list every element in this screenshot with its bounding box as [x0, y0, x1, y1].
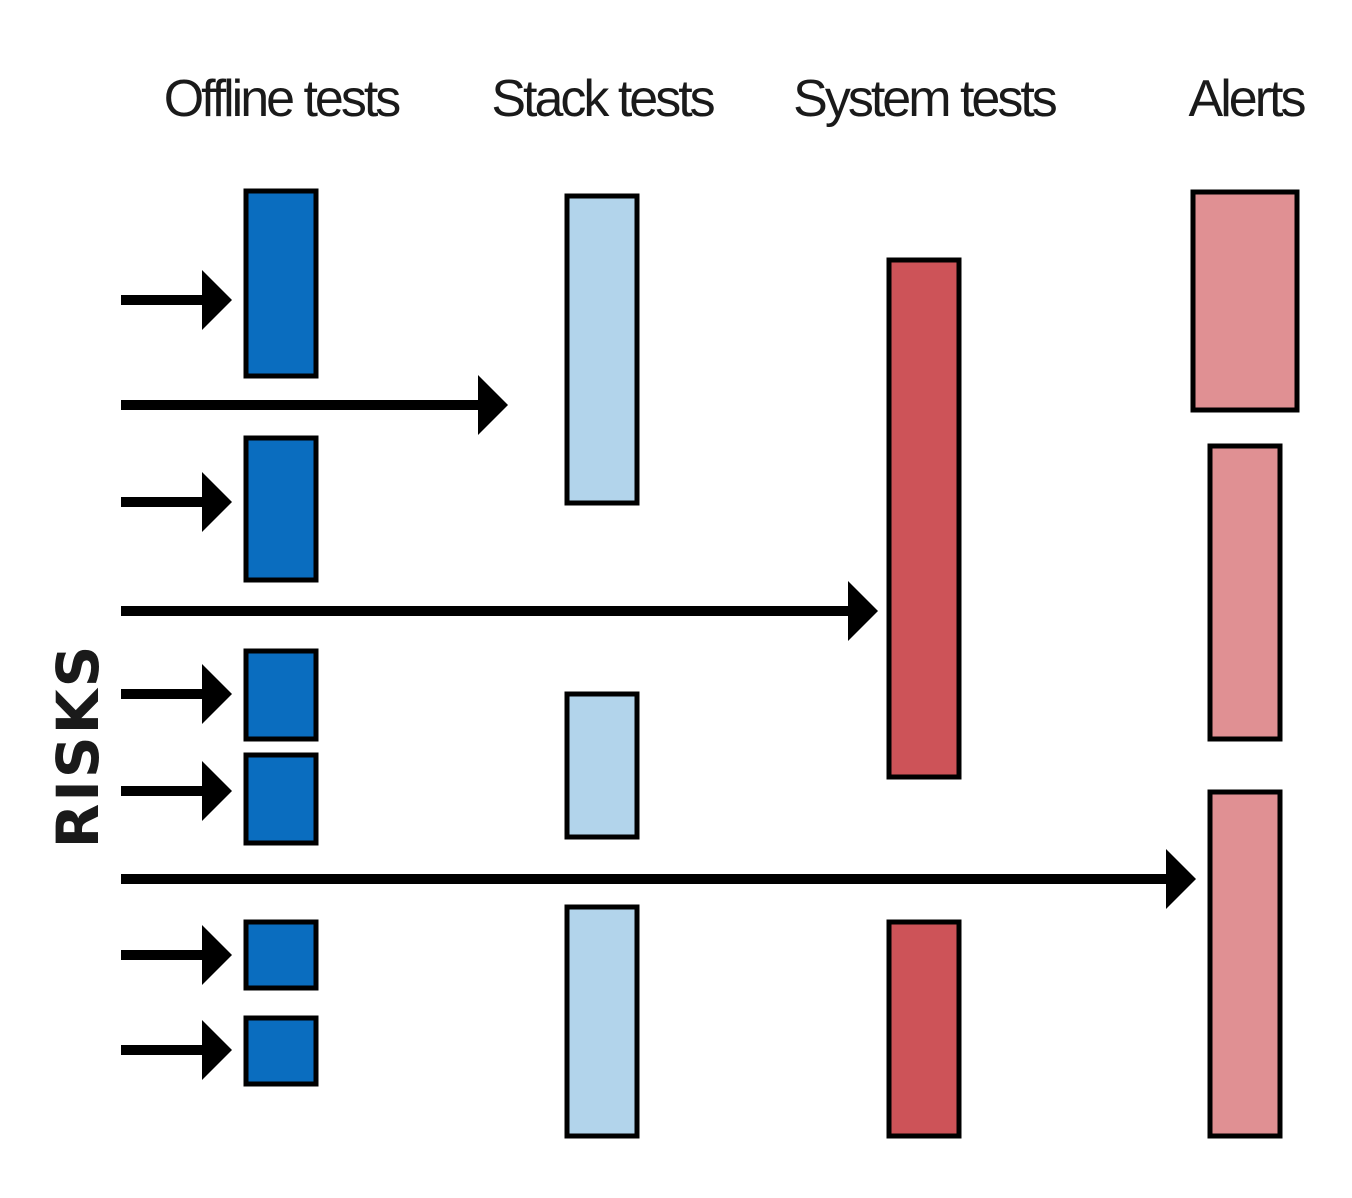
column-title-stack-tests: Stack tests: [491, 70, 714, 128]
column-title-offline-tests: Offline tests: [164, 70, 401, 128]
alerts-boxes: [1190, 189, 1300, 1139]
offline-tests-boxes: [243, 188, 319, 1087]
alert-box: [1190, 189, 1300, 413]
offline-test-box: [243, 1015, 319, 1087]
risk-arrow: [121, 761, 232, 821]
risk-arrow: [121, 270, 232, 330]
offline-test-box: [243, 919, 319, 991]
offline-test-box: [243, 648, 319, 742]
risk-arrow: [121, 664, 232, 724]
offline-test-box: [243, 435, 319, 583]
column-title-alerts: Alerts: [1189, 70, 1306, 128]
stack-tests-boxes: [564, 193, 640, 1139]
stack-test-box: [564, 904, 640, 1139]
stack-test-box: [564, 193, 640, 506]
column-title-system-tests: System tests: [793, 70, 1057, 128]
risk-arrow: [121, 581, 878, 641]
alert-box: [1207, 789, 1283, 1139]
system-test-box: [886, 919, 962, 1139]
risk-arrow: [121, 925, 232, 985]
system-tests-boxes: [886, 257, 962, 1139]
risks-axis-label: RISKS: [44, 644, 112, 849]
risk-arrow: [121, 375, 508, 435]
offline-test-box: [243, 188, 319, 379]
offline-test-box: [243, 752, 319, 846]
risk-arrow: [121, 472, 232, 532]
stack-test-box: [564, 691, 640, 840]
risk-arrow: [121, 849, 1196, 909]
system-test-box: [886, 257, 962, 780]
risk-arrows: [121, 270, 1196, 1080]
risk-arrow: [121, 1020, 232, 1080]
alert-box: [1207, 443, 1283, 742]
